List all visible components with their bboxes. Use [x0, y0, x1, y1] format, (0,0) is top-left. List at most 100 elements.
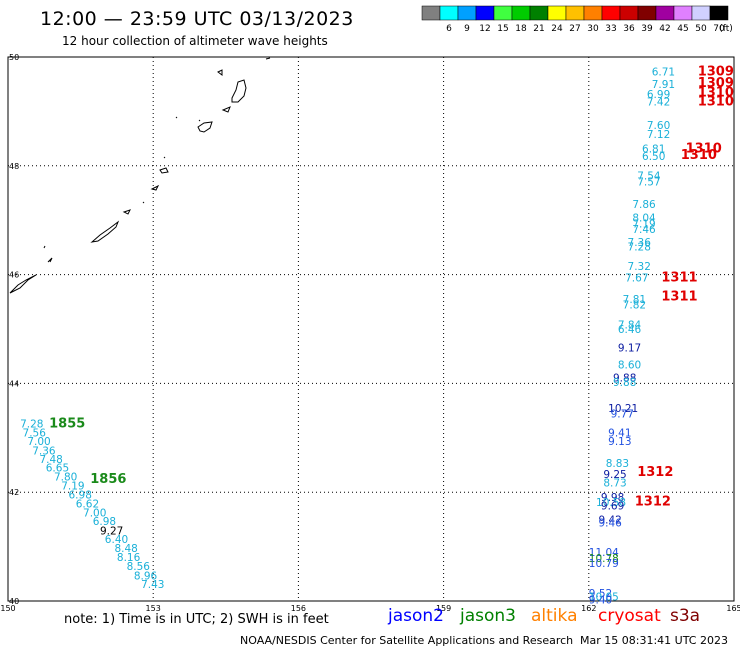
- wave-height-label: 8.73: [603, 477, 626, 489]
- pass-time-label: 1309: [698, 65, 734, 80]
- legend-label: 39: [641, 24, 653, 34]
- wave-height-label: 8.83: [606, 458, 629, 470]
- wave-height-label: 9.13: [608, 436, 631, 448]
- wave-height-label: 7.56: [23, 427, 47, 439]
- wave-height-label: 6.40: [105, 534, 128, 546]
- satellite-jason3: jason3: [460, 606, 516, 626]
- lat-tick-label: 48: [9, 162, 19, 171]
- wave-height-label: 7.48: [39, 454, 62, 466]
- wave-height-label: 10.79: [589, 558, 619, 570]
- wave-height-label: 6.98: [93, 516, 116, 528]
- axis-tick-labels: 150 153 156 159 162 165 40 42 44 46 48 50: [0, 53, 740, 613]
- legend-swatch: [439, 5, 459, 21]
- pass-time-label: 1310: [681, 148, 717, 163]
- pass-time-label: 1311: [661, 270, 697, 285]
- wave-height-label: 6.65: [46, 463, 69, 475]
- legend-swatch: [619, 5, 639, 21]
- legend-swatch: [601, 5, 621, 21]
- legend-swatch: [673, 5, 693, 21]
- legend-label: 6: [446, 24, 452, 34]
- wave-height-label: 11.04: [589, 547, 619, 559]
- wave-height-label: 8.60: [618, 359, 641, 371]
- legend-swatch: [565, 5, 585, 21]
- legend-swatch: [655, 5, 675, 21]
- legend-swatch: [709, 5, 729, 21]
- wave-height-label: 10.05: [589, 592, 619, 604]
- pass-time-label: 1855: [49, 417, 85, 432]
- color-scale-legend: 6 9 12 15 18 21 24 27 30 33 36 39 42 45 50 70(ft): [421, 5, 733, 34]
- legend-swatch: [547, 5, 567, 21]
- wave-height-label: 7.28: [628, 241, 651, 253]
- pass-time-label: 1856: [90, 472, 126, 487]
- legend-label: 9: [464, 24, 470, 34]
- wave-height-label: 9.69: [601, 500, 624, 512]
- pass-time-label: 1310: [698, 95, 734, 110]
- pass-time-label: 1312: [637, 465, 673, 480]
- wave-height-label: 6.81: [642, 143, 665, 155]
- wave-height-label: 9.42: [598, 514, 621, 526]
- footer-organization: NOAA/NESDIS Center for Satellite Applica…: [240, 634, 574, 647]
- wave-height-label: 10.58: [596, 497, 626, 509]
- map-frame: [7, 56, 735, 602]
- lat-tick-label: 46: [9, 271, 19, 280]
- wave-height-label: 7.60: [647, 120, 670, 132]
- wave-height-label: 6.98: [69, 489, 92, 501]
- pass-time-label: 1310: [686, 141, 722, 156]
- wave-height-label: 7.81: [623, 294, 646, 306]
- wave-height-label: 8.04: [632, 212, 656, 224]
- wave-height-label: 7.28: [20, 419, 43, 431]
- legend-label: 27: [569, 24, 580, 34]
- map-subtitle: 12 hour collection of altimeter wave hei…: [62, 34, 328, 48]
- satellite-altika: altika: [531, 606, 578, 626]
- legend-swatch: [691, 5, 711, 21]
- wave-height-label: 9.41: [608, 427, 631, 439]
- legend-swatch: [529, 5, 549, 21]
- wave-height-label: 7.00: [27, 436, 50, 448]
- lat-tick-label: 50: [9, 53, 19, 62]
- wave-height-label: 7.36: [628, 237, 652, 249]
- lon-tick-label: 150: [0, 604, 15, 613]
- legend-label: 24: [551, 24, 563, 34]
- wave-height-label: 9.88: [613, 377, 636, 389]
- wave-height-label: 9.88: [613, 372, 636, 384]
- wave-height-label: 7.91: [652, 79, 675, 91]
- wave-height-label: 7.19: [61, 481, 84, 493]
- wave-height-label: 7.57: [637, 177, 660, 189]
- legend-label: 45: [677, 24, 688, 34]
- pass-time-label: 1312: [635, 494, 671, 509]
- wave-height-values: 6.717.916.997.42 7.607.12 6.816.50 7.547.57…: [20, 65, 734, 607]
- wave-height-label: 8.96: [134, 570, 158, 582]
- wave-height-label: 9.25: [603, 469, 626, 481]
- wave-height-label: 10.21: [608, 403, 638, 415]
- wave-height-label: 7.46: [632, 224, 656, 236]
- legend-swatch: [637, 5, 657, 21]
- legend-label: 18: [515, 24, 527, 34]
- wave-height-label: 7.86: [632, 199, 656, 211]
- wave-height-label: 7.00: [83, 507, 106, 519]
- wave-height-label: 6.46: [618, 324, 642, 336]
- pass-time-label: 1311: [661, 289, 697, 304]
- pass-time-label: 1309: [698, 76, 734, 91]
- legend-swatch: [421, 5, 441, 21]
- wave-height-label: 9.52: [589, 588, 612, 600]
- legend-label: 15: [497, 24, 508, 34]
- legend-label: 36: [623, 24, 635, 34]
- lon-tick-label: 159: [436, 604, 451, 613]
- wave-height-label: 9.40: [589, 594, 612, 606]
- wave-height-label: 9.17: [618, 342, 641, 354]
- legend-label: 12: [479, 24, 490, 34]
- units-note: note: 1) Time is in UTC; 2) SWH is in fe…: [64, 612, 329, 627]
- wave-height-label: 6.50: [642, 151, 665, 163]
- wave-height-label: 9.46: [598, 518, 622, 530]
- wave-height-label: 7.42: [647, 97, 670, 109]
- pass-time-label: 1310: [698, 85, 734, 100]
- coastline-kuril-islands: [9, 57, 271, 294]
- wave-height-label: 7.67: [625, 272, 648, 284]
- lat-tick-label: 40: [9, 597, 19, 606]
- lon-tick-label: 165: [726, 604, 740, 613]
- wave-height-label: 7.12: [647, 129, 670, 141]
- legend-label: 21: [533, 24, 544, 34]
- legend-swatch: [583, 5, 603, 21]
- legend-label: 70: [713, 24, 725, 34]
